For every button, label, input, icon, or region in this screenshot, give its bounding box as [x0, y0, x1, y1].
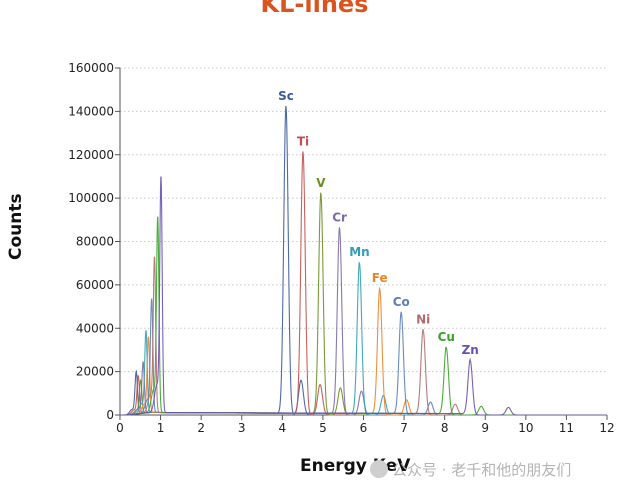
x-tick-label: 11	[559, 421, 574, 435]
peak-label-Mn: Mn	[349, 245, 369, 259]
x-tick-label: 1	[157, 421, 165, 435]
y-tick-label: 20000	[76, 365, 114, 379]
peak-label-Zn: Zn	[462, 343, 479, 357]
watermark-text: 公众号 · 老千和他的朋友们	[392, 461, 572, 479]
series-line-Mn	[120, 261, 607, 416]
peak-label-Ni: Ni	[416, 312, 430, 326]
series-line-Zn	[120, 176, 607, 416]
series-line-Sc	[120, 105, 607, 416]
peak-label-Sc: Sc	[278, 89, 294, 103]
x-tick-label: 8	[441, 421, 449, 435]
peak-label-Cr: Cr	[332, 210, 347, 224]
y-tick-label: 40000	[76, 321, 114, 335]
peak-label-V: V	[316, 176, 326, 190]
y-tick-label: 140000	[68, 104, 114, 118]
x-tick-label: 5	[319, 421, 327, 435]
chart-title: KL-lines	[260, 0, 369, 18]
watermark: 公众号 · 老千和他的朋友们	[370, 459, 571, 480]
peak-label-Fe: Fe	[372, 271, 388, 285]
x-tick-label: 2	[197, 421, 205, 435]
peak-label-Cu: Cu	[438, 330, 455, 344]
x-tick-label: 0	[116, 421, 124, 435]
x-tick-label: 9	[481, 421, 489, 435]
y-tick-label: 0	[106, 408, 114, 422]
x-tick-label: 10	[518, 421, 533, 435]
y-tick-label: 100000	[68, 191, 114, 205]
peak-label-Ti: Ti	[297, 135, 309, 149]
peak-label-Co: Co	[393, 295, 410, 309]
x-tick-label: 6	[360, 421, 368, 435]
x-tick-label: 7	[400, 421, 408, 435]
x-tick-label: 3	[238, 421, 246, 435]
x-tick-label: 4	[279, 421, 287, 435]
y-tick-label: 160000	[68, 61, 114, 75]
y-tick-label: 80000	[76, 235, 114, 249]
y-tick-label: 60000	[76, 278, 114, 292]
x-tick-label: 12	[599, 421, 614, 435]
y-tick-label: 120000	[68, 148, 114, 162]
wechat-icon	[370, 460, 388, 478]
